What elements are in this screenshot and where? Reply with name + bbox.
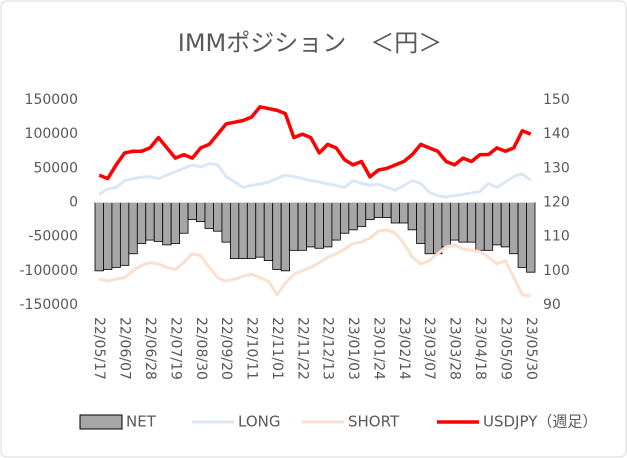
y2-tick-label: 130	[543, 160, 570, 176]
x-tick-label: 22/12/13	[320, 317, 336, 380]
legend-label: SHORT	[348, 413, 400, 431]
bar	[136, 202, 147, 244]
bar	[399, 202, 409, 224]
bar	[390, 202, 401, 224]
bar	[458, 202, 468, 243]
legend-symbol	[79, 414, 123, 430]
x-tick-label: 22/10/11	[244, 317, 260, 380]
x-tick-label: 22/06/28	[142, 317, 158, 380]
bar	[500, 202, 511, 248]
y2-tick-label: 120	[543, 195, 570, 211]
x-tick-label: 23/02/14	[396, 317, 412, 380]
bar	[94, 202, 104, 272]
bar	[356, 202, 367, 227]
bar	[246, 202, 257, 259]
bar	[339, 202, 350, 234]
legend: NET LONG SHORT USDJPY（週足）	[79, 413, 597, 431]
x-tick-label: 22/06/07	[117, 317, 133, 380]
y2-tick-label: 90	[543, 297, 561, 313]
x-tick-label: 22/11/22	[294, 317, 310, 380]
y-tick-label: -100000	[20, 263, 79, 279]
bar	[221, 202, 231, 243]
bar	[475, 202, 485, 251]
bar	[238, 202, 248, 259]
legend-label: NET	[126, 413, 157, 431]
bar	[128, 202, 138, 255]
x-tick-label: 23/03/28	[447, 317, 463, 380]
y-tick-label: -50000	[28, 229, 78, 245]
y-tick-label: 50000	[33, 160, 78, 176]
x-tick-label: 22/09/20	[218, 317, 234, 380]
bar	[382, 202, 392, 218]
y-tick-label: 100000	[25, 126, 78, 142]
bar	[204, 202, 214, 229]
y2-tick-label: 110	[543, 229, 570, 245]
bar	[187, 202, 197, 220]
bar	[373, 202, 384, 218]
x-tick-label: 22/08/30	[193, 317, 209, 380]
bar	[517, 202, 527, 268]
line-series	[98, 228, 532, 298]
x-tick-label: 23/04/18	[472, 317, 488, 380]
bar	[348, 202, 358, 231]
legend-label: USDJPY（週足）	[483, 413, 597, 431]
bar	[365, 202, 375, 220]
bar	[424, 202, 434, 255]
bar	[306, 202, 316, 248]
bar	[466, 202, 477, 243]
bar	[162, 202, 172, 246]
bar	[153, 202, 164, 242]
chart-title: IMMポジション ＜円＞	[178, 29, 443, 57]
bar	[433, 202, 443, 255]
y2-tick-label: 150	[543, 92, 570, 108]
bar	[111, 202, 121, 268]
x-tick-label: 23/05/30	[523, 317, 539, 380]
bar	[526, 202, 536, 273]
bar	[170, 202, 181, 244]
bar	[441, 202, 451, 248]
bar	[255, 202, 265, 258]
x-tick-label: 22/05/17	[91, 317, 107, 380]
bar	[297, 202, 307, 251]
bar	[449, 202, 460, 241]
x-tick-label: 23/03/07	[421, 317, 437, 380]
bar	[196, 202, 206, 223]
legend-label: LONG	[238, 413, 280, 431]
bar	[213, 202, 223, 232]
bar	[416, 202, 426, 244]
bar	[263, 202, 274, 261]
bar	[103, 202, 113, 270]
y-tick-label: 0	[69, 195, 78, 211]
bar	[145, 202, 155, 241]
y-tick-label: 150000	[25, 92, 78, 108]
x-tick-label: 23/01/03	[345, 317, 361, 380]
y2-tick-label: 100	[543, 263, 570, 279]
bar	[492, 202, 502, 246]
line-series	[98, 105, 532, 181]
bar	[331, 202, 341, 241]
bar	[323, 202, 333, 248]
x-tick-label: 22/11/01	[269, 317, 285, 380]
bar	[272, 202, 282, 270]
bar	[314, 202, 324, 249]
bar	[509, 202, 519, 255]
x-tick-label: 23/01/24	[370, 317, 386, 380]
line-series	[98, 162, 532, 199]
y-tick-label: -150000	[20, 297, 79, 313]
bar	[179, 202, 189, 234]
y2-tick-label: 140	[543, 126, 570, 142]
bar	[407, 202, 417, 231]
x-tick-label: 23/05/09	[497, 317, 513, 380]
bar	[280, 202, 291, 272]
bar	[289, 202, 299, 251]
x-tick-label: 22/07/19	[167, 317, 183, 380]
bar	[483, 202, 494, 251]
bar	[119, 202, 130, 266]
bar	[229, 202, 240, 259]
